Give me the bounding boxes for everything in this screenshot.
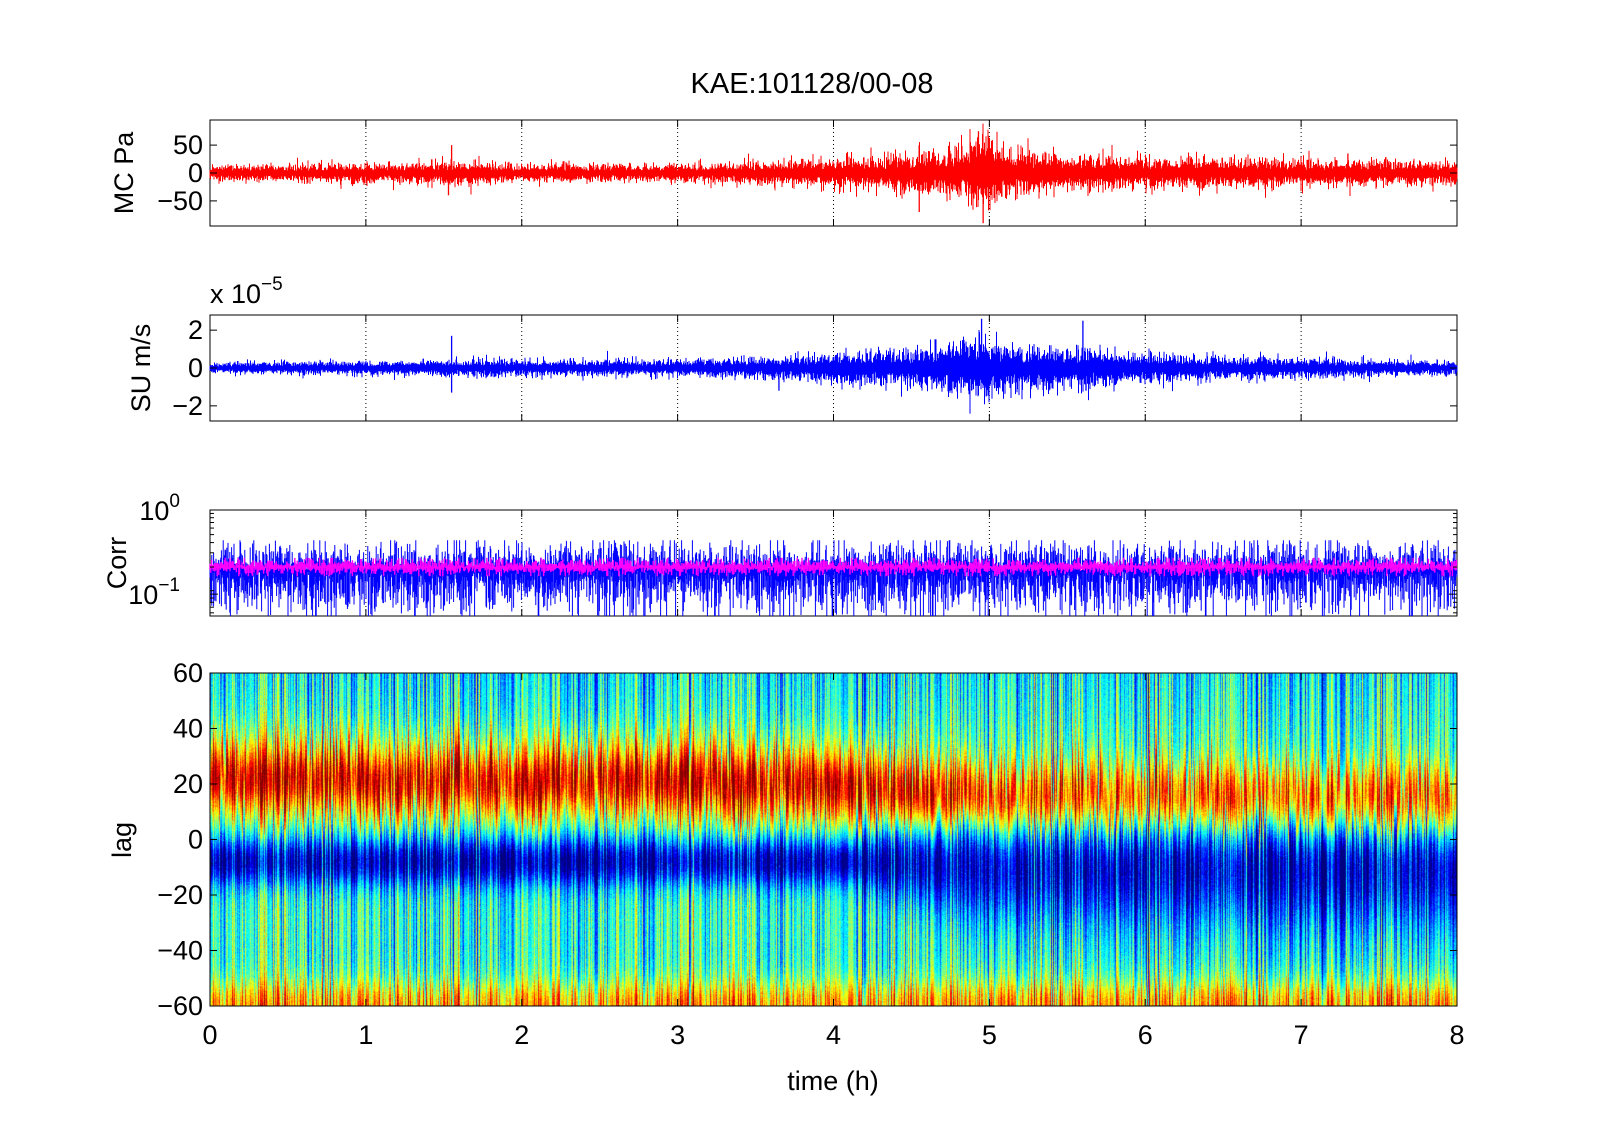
y-tick-label: −60: [157, 991, 203, 1021]
y-tick-label: −40: [157, 936, 203, 966]
y-tick-label: 0: [188, 825, 203, 855]
panel-correlation-xticks: [209, 510, 1458, 616]
pressure-trace: [209, 123, 1458, 224]
heatmap-image: [210, 673, 1457, 1006]
panel-heatmap-yticks: −60 −40 −20 0 20 40 60: [157, 658, 1457, 1021]
ylabel-velocity: SU m/s: [126, 324, 156, 413]
heatmap-image-holder: [210, 673, 1457, 1006]
y-tick-label: 50: [173, 130, 203, 160]
velocity-scale-exponent: −5: [261, 274, 283, 295]
y-tick-label: −20: [157, 880, 203, 910]
y-tick-exponent: −1: [158, 575, 180, 596]
velocity-scale-base: x 10: [210, 279, 261, 309]
y-tick-label: 0: [188, 158, 203, 188]
y-tick-label: 2: [188, 315, 203, 345]
x-tick-label: 8: [1449, 1020, 1464, 1050]
y-tick-label: 20: [173, 769, 203, 799]
panel-velocity: −2 0 2 x 10−5 SU m/s: [126, 274, 1458, 422]
y-tick-label: 40: [173, 714, 203, 744]
chart-title: KAE:101128/00-08: [691, 68, 934, 100]
x-tick-label: 6: [1138, 1020, 1153, 1050]
velocity-scale-factor: x 10−5: [210, 274, 283, 309]
y-tick-base: 10: [128, 580, 158, 610]
ylabel-correlation: Corr: [102, 537, 132, 590]
y-tick-label: 10−1: [128, 575, 180, 610]
x-tick-label: 1: [358, 1020, 373, 1050]
panel-velocity-xticks: [209, 315, 1458, 421]
y-tick-label: −50: [157, 186, 203, 216]
xlabel-time: time (h): [787, 1066, 879, 1096]
ylabel-lag: lag: [107, 822, 137, 858]
panel-pressure-xticks: [209, 120, 1458, 226]
panel-lag-heatmap: −60 −40 −20 0 20 40 60 0 1 2 3 4 5 6 7 8 lag time (h): [107, 658, 1465, 1096]
y-tick-label: −2: [172, 391, 203, 421]
panel-velocity-yticks: −2 0 2: [172, 315, 1457, 421]
y-tick-label: 0: [188, 353, 203, 383]
y-tick-label: 100: [139, 491, 180, 526]
panel-heatmap-xticks: 0 1 2 3 4 5 6 7 8: [202, 673, 1465, 1050]
y-tick-exponent: 0: [169, 491, 180, 512]
x-tick-label: 7: [1294, 1020, 1309, 1050]
y-tick-label: 60: [173, 658, 203, 688]
ylabel-pressure: MC Pa: [109, 131, 139, 215]
x-tick-label: 2: [514, 1020, 529, 1050]
x-tick-label: 3: [670, 1020, 685, 1050]
x-tick-label: 0: [202, 1020, 217, 1050]
x-tick-label: 4: [826, 1020, 841, 1050]
y-tick-base: 10: [139, 496, 169, 526]
trace-line: [209, 123, 1458, 211]
x-tick-label: 5: [982, 1020, 997, 1050]
